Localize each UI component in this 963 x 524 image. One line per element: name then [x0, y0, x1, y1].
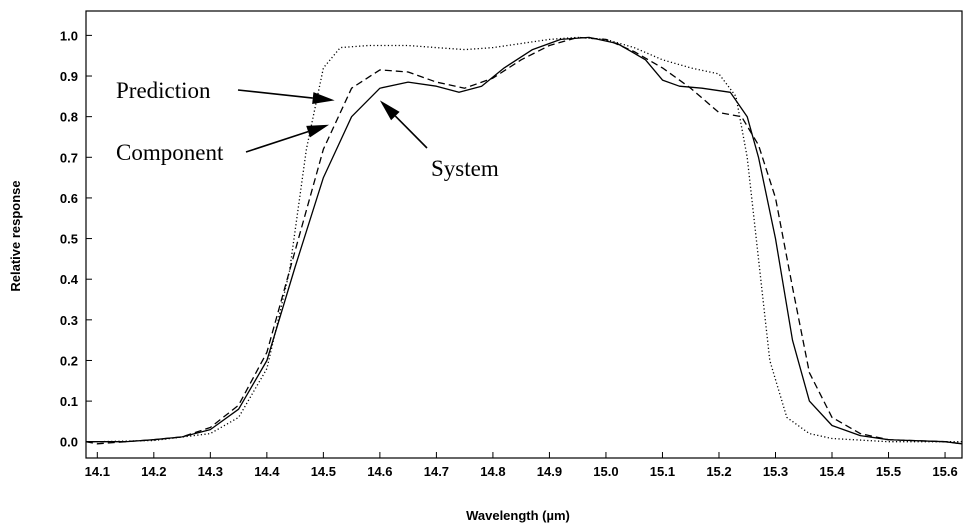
component-arrow-shaft — [245, 130, 309, 153]
prediction-arrow-shaft — [237, 89, 313, 99]
series-line-system — [86, 36, 963, 445]
x-tick-label: 14.8 — [480, 464, 505, 479]
system-arrow-shaft — [394, 115, 428, 149]
y-axis-ticks: 0.0 0.1 0.2 0.3 0.4 0.5 0.6 0.7 0.8 0.9 1.0 — [60, 28, 92, 450]
x-tick-label: 14.9 — [537, 464, 562, 479]
y-tick-label: 0.3 — [60, 313, 78, 328]
series-line-component — [85, 36, 963, 445]
x-tick-label: 14.6 — [367, 464, 392, 479]
annotation-system: System — [431, 156, 499, 181]
y-axis-title: Relative response — [8, 180, 23, 291]
annotation-arrows — [237, 89, 428, 153]
y-tick-label: 0.9 — [60, 69, 78, 84]
x-tick-label: 15.0 — [593, 464, 618, 479]
annotation-prediction: Prediction — [116, 78, 211, 103]
y-tick-label: 0.2 — [60, 353, 78, 368]
x-tick-label: 14.7 — [424, 464, 449, 479]
y-tick-label: 0.8 — [60, 110, 78, 125]
x-tick-label: 15.1 — [650, 464, 675, 479]
x-tick-label: 15.5 — [876, 464, 901, 479]
y-tick-label: 0.5 — [60, 232, 78, 247]
component-arrow-head — [306, 124, 330, 138]
x-axis-title: Wavelength (µm) — [466, 508, 570, 523]
x-tick-label: 15.6 — [932, 464, 957, 479]
x-tick-label: 15.4 — [819, 464, 845, 479]
y-tick-label: 0.1 — [60, 394, 78, 409]
plot-frame — [85, 10, 963, 459]
x-axis-ticks: 14.1 14.2 14.3 14.4 14.5 14.6 14.7 14.8 14.9 15.0… — [85, 452, 958, 479]
y-tick-label: 1.0 — [60, 28, 78, 43]
annotation-component: Component — [116, 140, 224, 165]
x-tick-label: 15.3 — [763, 464, 788, 479]
prediction-arrow-head — [312, 92, 335, 105]
y-tick-label: 0.4 — [60, 272, 79, 287]
x-tick-label: 14.1 — [85, 464, 110, 479]
y-tick-label: 0.0 — [60, 435, 78, 450]
x-tick-label: 14.5 — [311, 464, 336, 479]
x-tick-label: 14.4 — [254, 464, 280, 479]
series-layer — [85, 36, 963, 445]
x-tick-label: 14.3 — [198, 464, 223, 479]
x-tick-label: 14.2 — [141, 464, 166, 479]
y-tick-label: 0.6 — [60, 191, 78, 206]
series-line-prediction — [86, 36, 962, 443]
y-tick-label: 0.7 — [60, 150, 78, 165]
x-tick-label: 15.2 — [706, 464, 731, 479]
system-arrow-head — [379, 100, 400, 121]
